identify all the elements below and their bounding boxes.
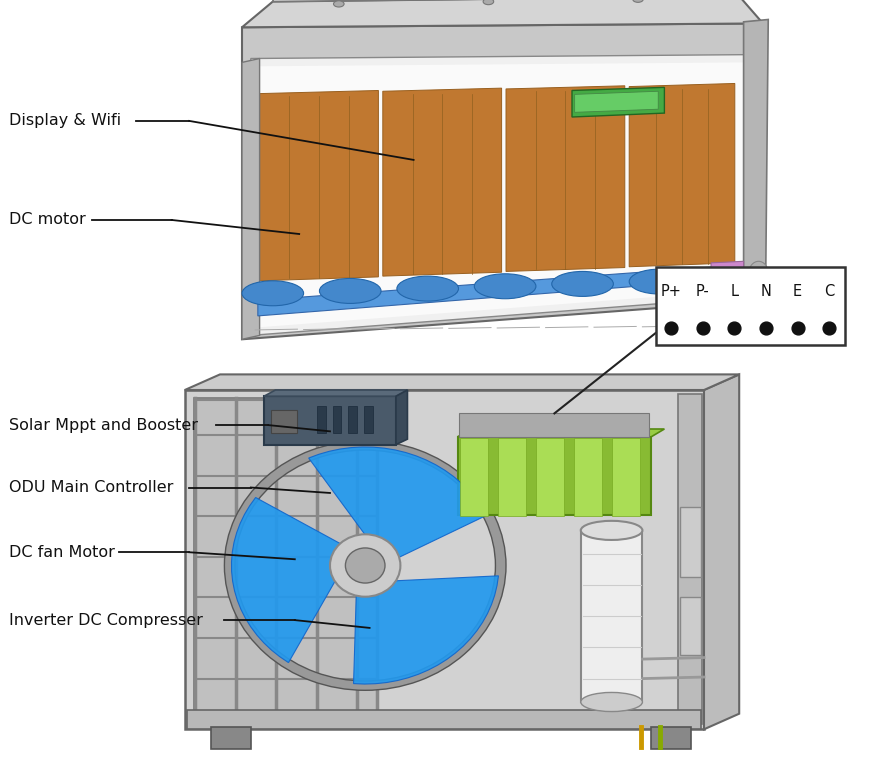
Ellipse shape xyxy=(633,0,643,2)
Bar xyxy=(498,438,526,516)
Polygon shape xyxy=(231,498,348,663)
Ellipse shape xyxy=(319,278,381,303)
Polygon shape xyxy=(185,374,739,390)
Bar xyxy=(680,507,701,577)
Ellipse shape xyxy=(474,274,536,299)
Ellipse shape xyxy=(334,1,344,7)
Polygon shape xyxy=(264,390,407,396)
Polygon shape xyxy=(572,87,664,117)
Polygon shape xyxy=(678,394,702,724)
Polygon shape xyxy=(704,374,739,729)
Polygon shape xyxy=(629,83,735,267)
Point xyxy=(696,321,710,334)
Text: ODU Main Controller: ODU Main Controller xyxy=(9,480,173,495)
Polygon shape xyxy=(396,390,407,445)
Text: DC fan Motor: DC fan Motor xyxy=(9,544,114,560)
Text: C: C xyxy=(824,284,834,300)
Polygon shape xyxy=(309,447,487,562)
Polygon shape xyxy=(187,710,701,729)
Point xyxy=(728,321,742,334)
Polygon shape xyxy=(258,265,737,316)
Polygon shape xyxy=(251,55,752,335)
Bar xyxy=(348,406,357,433)
Polygon shape xyxy=(711,261,744,291)
Bar xyxy=(317,406,326,433)
Text: L: L xyxy=(730,284,738,300)
Bar xyxy=(680,597,701,655)
Bar xyxy=(651,727,691,749)
Bar xyxy=(656,267,845,345)
Text: N: N xyxy=(760,284,772,300)
Polygon shape xyxy=(273,0,739,2)
Polygon shape xyxy=(264,396,396,445)
Polygon shape xyxy=(354,576,498,684)
Polygon shape xyxy=(185,390,704,729)
Polygon shape xyxy=(242,0,763,27)
Polygon shape xyxy=(383,88,502,276)
Polygon shape xyxy=(458,429,664,437)
Text: Inverter DC Compresser: Inverter DC Compresser xyxy=(9,612,202,628)
Point xyxy=(822,321,836,334)
Bar xyxy=(581,530,642,702)
Bar xyxy=(574,438,602,516)
Bar xyxy=(612,438,640,516)
Text: Solar Mppt and Booster: Solar Mppt and Booster xyxy=(9,417,198,433)
Ellipse shape xyxy=(345,548,385,583)
Text: DC motor: DC motor xyxy=(9,212,85,228)
Polygon shape xyxy=(260,90,378,281)
Polygon shape xyxy=(459,413,649,437)
Point xyxy=(790,321,804,334)
Bar xyxy=(536,438,564,516)
Ellipse shape xyxy=(749,261,768,285)
Polygon shape xyxy=(458,437,651,515)
Polygon shape xyxy=(242,58,260,339)
Polygon shape xyxy=(575,91,658,112)
Ellipse shape xyxy=(629,269,691,294)
Bar xyxy=(271,410,297,433)
Ellipse shape xyxy=(581,521,642,540)
Point xyxy=(759,321,773,334)
Polygon shape xyxy=(242,23,763,339)
Ellipse shape xyxy=(483,0,494,5)
Text: P+: P+ xyxy=(661,284,682,300)
Bar xyxy=(364,406,373,433)
Bar xyxy=(333,406,341,433)
Ellipse shape xyxy=(552,271,613,296)
Text: E: E xyxy=(793,284,802,300)
Polygon shape xyxy=(194,398,378,722)
Bar xyxy=(460,438,488,516)
Point xyxy=(664,321,678,334)
Ellipse shape xyxy=(397,276,458,301)
Polygon shape xyxy=(255,62,744,328)
Text: P-: P- xyxy=(696,284,710,300)
Text: Display & Wifi: Display & Wifi xyxy=(9,113,121,129)
Ellipse shape xyxy=(242,281,304,306)
Ellipse shape xyxy=(581,693,642,711)
Ellipse shape xyxy=(330,534,400,597)
Polygon shape xyxy=(744,20,768,290)
Polygon shape xyxy=(506,86,625,271)
Bar xyxy=(211,727,251,749)
